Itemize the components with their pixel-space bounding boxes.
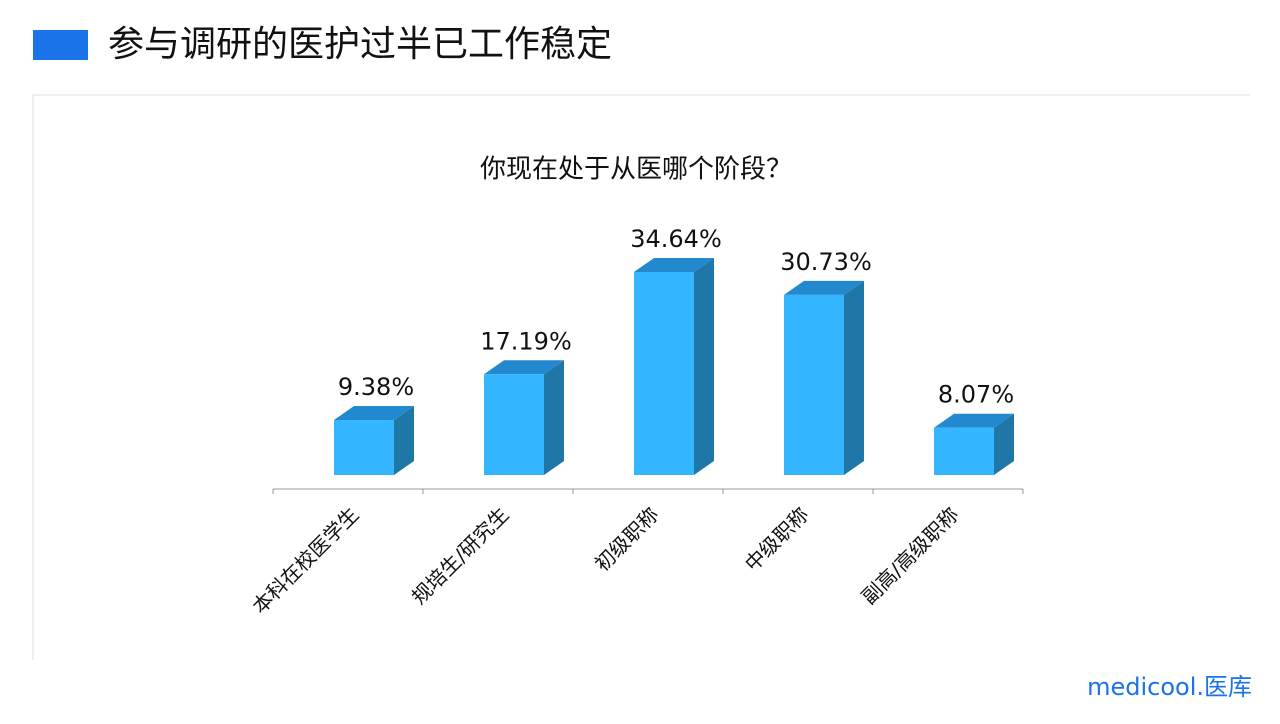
bar-side xyxy=(844,280,864,475)
bar xyxy=(334,406,414,475)
value-label: 34.64% xyxy=(630,225,722,253)
x-tick-label: 中级职称 xyxy=(740,502,814,576)
bar-side xyxy=(394,406,414,475)
bar xyxy=(784,280,864,475)
value-label: 17.19% xyxy=(480,327,572,355)
bar-top xyxy=(934,413,1014,428)
bar-top xyxy=(484,360,564,375)
chart-title: 你现在处于从医哪个阶段？ xyxy=(480,155,792,185)
bar xyxy=(634,258,714,475)
x-tick-label: 副高/高级职称 xyxy=(857,502,964,609)
title-marker xyxy=(33,30,88,60)
value-label: 8.07% xyxy=(938,381,1014,409)
page-title: 参与调研的医护过半已工作稳定 xyxy=(108,24,612,65)
bar-side xyxy=(994,413,1014,475)
bar-front xyxy=(334,420,394,475)
x-tick-label: 规培生/研究生 xyxy=(407,502,514,609)
value-label: 9.38% xyxy=(338,373,414,401)
bar-side xyxy=(544,360,564,475)
bar-top xyxy=(334,406,414,421)
bar-top xyxy=(634,258,714,272)
bar-front xyxy=(934,427,994,475)
bar-front xyxy=(784,294,844,475)
bar-front xyxy=(634,272,694,475)
bar xyxy=(484,360,564,475)
bar xyxy=(934,413,1014,475)
bar-front xyxy=(484,374,544,475)
logo: medicool.医库 xyxy=(1087,673,1252,701)
bar-side xyxy=(694,258,714,475)
x-tick-label: 本科在校医学生 xyxy=(247,502,363,618)
x-tick-label: 初级职称 xyxy=(590,502,664,576)
value-label: 30.73% xyxy=(780,248,872,276)
bar-top xyxy=(784,280,864,295)
